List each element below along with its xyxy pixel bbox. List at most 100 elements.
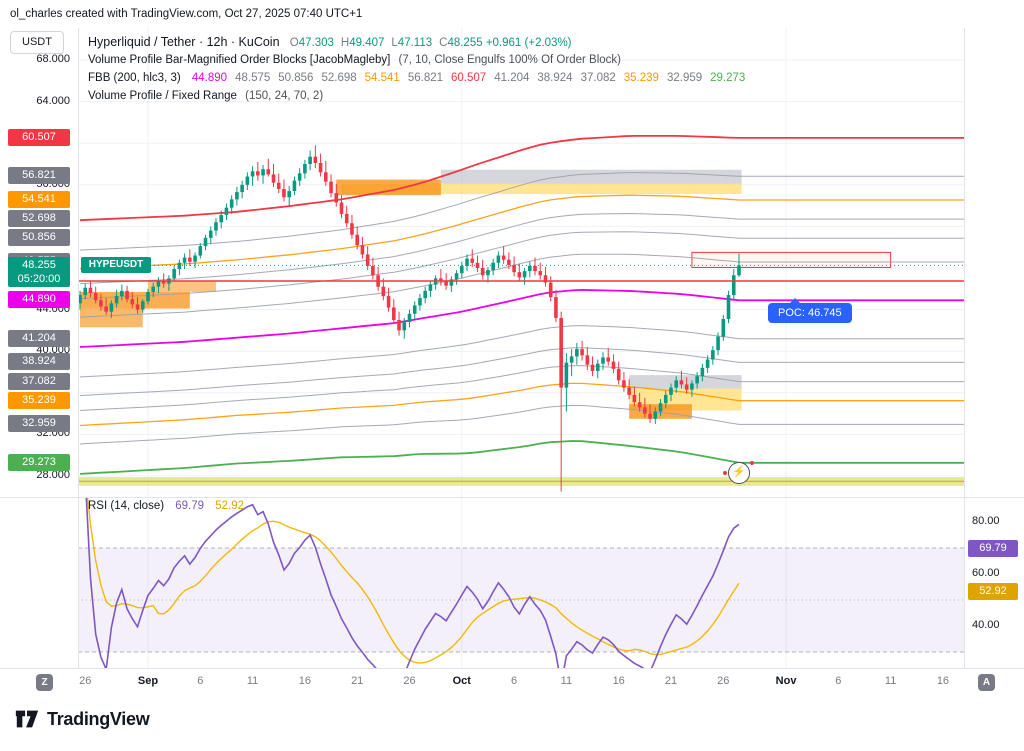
- fbb-level-value: 41.204: [494, 72, 530, 84]
- ohlc-letter: C: [439, 37, 448, 49]
- price-tick-label: 40.000: [36, 344, 70, 357]
- flash-icon[interactable]: ⚡: [723, 461, 754, 484]
- fbb-level-value: 50.856: [278, 72, 314, 84]
- current-price-badge: 48.255 05:20:00: [8, 257, 70, 288]
- indicator-row-volume-profile[interactable]: Volume Profile / Fixed Range (150, 24, 7…: [88, 87, 745, 105]
- tradingview-logo-text: TradingView: [47, 708, 150, 729]
- price-level-badge: 60.507: [8, 128, 70, 146]
- price-level-badge: 44.890: [8, 291, 70, 309]
- poc-arrow-icon: [790, 298, 800, 304]
- price-level-badge: 52.698: [8, 210, 70, 228]
- time-tick-day: 16: [936, 675, 950, 687]
- price-scale-border: [78, 28, 79, 668]
- right-scale-border: [964, 28, 965, 668]
- time-tick-day: 6: [197, 675, 204, 687]
- fbb-level-value: 29.273: [710, 72, 746, 84]
- time-axis[interactable]: Z A 26 Sep 6 11 16 21 26 Oct 6 11 16 21 26 Nov 6 11 16: [0, 668, 1024, 697]
- rsi-ma-value: 52.92: [215, 500, 245, 512]
- symbol-legend-row[interactable]: Hyperliquid / Tether · 12h · KuCoin O47.…: [88, 33, 745, 51]
- attribution-bar: ol_charles created with TradingView.com,…: [0, 0, 1024, 28]
- indicator-params: (7, 10, Close Engulfs 100% Of Order Bloc…: [398, 54, 621, 66]
- price-level-badge: 37.082: [8, 372, 70, 390]
- rsi-tick-label: 80.00: [972, 515, 1000, 527]
- fbb-level-values: 44.890 48.575 50.856 52.698 54.541 56.821 60.5…: [184, 72, 745, 84]
- time-tick-day: 21: [664, 675, 678, 687]
- price-level-badge: 35.239: [8, 391, 70, 409]
- poc-label: POC: 46.745: [778, 307, 842, 320]
- fbb-level-value: 44.890: [191, 72, 228, 84]
- ohlc-value: 47.113: [397, 37, 433, 49]
- ohlc-letter: H: [340, 37, 350, 49]
- tradingview-logo-icon: [15, 710, 39, 728]
- price-level-badge: 50.856: [8, 229, 70, 247]
- time-tick-day: 11: [560, 675, 573, 687]
- scale-z-badge[interactable]: Z: [36, 674, 53, 691]
- symbol-label-tag: HYPEUSDT: [81, 257, 151, 274]
- currency-toggle-button[interactable]: USDT: [10, 31, 64, 54]
- indicator-title: FBB (200, hlc3, 3): [88, 72, 181, 84]
- time-tick-day: 6: [835, 675, 842, 687]
- poc-badge: POC: 46.745: [768, 298, 852, 324]
- time-tick-month: Sep: [137, 675, 159, 687]
- ohlc-letter: L: [391, 37, 398, 49]
- indicator-row-fbb[interactable]: FBB (200, hlc3, 3) 44.890 48.575 50.856 52.…: [88, 69, 745, 87]
- ohlc-value: 49.407: [349, 37, 385, 49]
- time-tick-day: 26: [403, 675, 416, 687]
- time-tick-month: Nov: [775, 675, 797, 687]
- main-price-chart[interactable]: [78, 28, 965, 497]
- bar-close-countdown: 05:20:00: [17, 273, 61, 286]
- price-tick-label: 64.000: [36, 94, 70, 107]
- time-tick-day: 26: [717, 675, 730, 687]
- change-value: +0.961 (+2.03%): [485, 37, 572, 49]
- time-tick-day: 21: [351, 675, 364, 687]
- current-price-value: 48.255: [22, 259, 56, 272]
- pane-separator[interactable]: [0, 497, 1024, 498]
- time-tick-day: 11: [246, 675, 259, 687]
- rsi-title: RSI (14, close): [88, 500, 165, 512]
- fbb-level-value: 32.959: [666, 72, 703, 84]
- fbb-level-value: 48.575: [235, 72, 271, 84]
- rsi-tick-label: 60.00: [972, 567, 1000, 579]
- rsi-legend-row[interactable]: RSI (14, close) 69.79 52.92: [88, 500, 244, 512]
- time-tick-day: 11: [884, 675, 897, 687]
- fbb-level-value: 52.698: [321, 72, 357, 84]
- rsi-value-badge: 52.92: [968, 583, 1018, 601]
- price-level-badge: 29.273: [8, 453, 70, 471]
- price-level-badge: 41.204: [8, 329, 70, 347]
- rsi-tick-label: 40.00: [972, 619, 1000, 631]
- time-tick-month: Oct: [452, 675, 471, 687]
- fbb-level-value: 54.541: [364, 72, 400, 84]
- price-level-badge: 56.821: [8, 167, 70, 185]
- price-level-badge: 32.959: [8, 415, 70, 433]
- time-tick-day: 16: [612, 675, 625, 687]
- price-scale[interactable]: 48.255 05:20:00 68.00064.00056.00044.000…: [0, 28, 78, 497]
- footer-brand[interactable]: TradingView: [14, 706, 150, 732]
- fbb-level-value: 56.821: [407, 72, 444, 84]
- rsi-value-badge: 69.79: [968, 539, 1018, 557]
- indicator-params: (150, 24, 70, 2): [245, 90, 324, 102]
- chart-legend[interactable]: Hyperliquid / Tether · 12h · KuCoin O47.…: [88, 33, 745, 105]
- price-tick-label: 28.000: [36, 469, 70, 481]
- ohlc-values: O47.303 H49.407 L47.113 C48.255: [283, 37, 483, 49]
- ohlc-value: 47.303: [298, 37, 334, 49]
- fbb-level-value: 60.507: [451, 72, 487, 84]
- attribution-text: ol_charles created with TradingView.com,…: [10, 8, 363, 20]
- fbb-level-value: 37.082: [580, 72, 616, 84]
- time-tick-day: 6: [511, 675, 518, 687]
- ohlc-value: 48.255: [447, 37, 483, 49]
- indicator-title: Volume Profile / Fixed Range: [88, 90, 237, 102]
- indicator-title: Volume Profile Bar-Magnified Order Block…: [88, 54, 391, 66]
- chart-area[interactable]: USDT 48.255 05:20:00 68.00064.00056.0004…: [0, 28, 1024, 668]
- indicator-row-order-blocks[interactable]: Volume Profile Bar-Magnified Order Block…: [88, 51, 745, 69]
- rsi-scale[interactable]: 80.00 60.00 40.00 69.79 52.92: [965, 497, 1024, 668]
- rsi-pane-chart[interactable]: [78, 497, 965, 668]
- price-tick-label: 68.000: [36, 53, 70, 65]
- fbb-level-value: 38.924: [537, 72, 573, 84]
- scale-a-badge[interactable]: A: [978, 674, 995, 691]
- price-level-badge: 38.924: [8, 353, 70, 371]
- fbb-level-value: 35.239: [623, 72, 659, 84]
- symbol-title: Hyperliquid / Tether · 12h · KuCoin: [88, 35, 280, 49]
- rsi-value: 69.79: [175, 500, 205, 512]
- price-level-badge: 54.541: [8, 190, 70, 208]
